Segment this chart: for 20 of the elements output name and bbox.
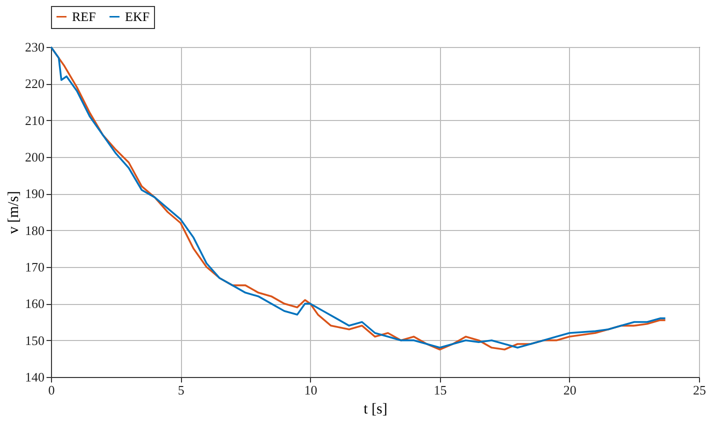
x-tick-label: 15 bbox=[434, 382, 447, 398]
y-tick-label: 170 bbox=[25, 260, 44, 274]
y-tick-label: 210 bbox=[25, 112, 44, 128]
y-tick-label: 230 bbox=[25, 40, 44, 54]
x-tick-label: 0 bbox=[48, 382, 55, 398]
x-tick-label: 5 bbox=[178, 382, 184, 398]
y-tick-label: 160 bbox=[25, 296, 44, 312]
x-axis-title: t [s] bbox=[364, 402, 388, 418]
y-tick-label: 220 bbox=[25, 76, 44, 92]
y-tick-label: 140 bbox=[25, 370, 44, 384]
y-axis-title: v [m/s] bbox=[6, 191, 22, 234]
x-tick-label: 20 bbox=[563, 382, 576, 398]
x-tick-label: 25 bbox=[693, 382, 706, 398]
y-tick-label: 200 bbox=[25, 150, 44, 164]
legend-label: REF bbox=[72, 8, 96, 24]
y-tick-label: 190 bbox=[25, 186, 44, 202]
y-tick-label: 150 bbox=[25, 332, 44, 348]
x-tick-label: 10 bbox=[304, 382, 318, 398]
legend-label: EKF bbox=[125, 8, 150, 24]
y-tick-label: 180 bbox=[25, 222, 44, 238]
